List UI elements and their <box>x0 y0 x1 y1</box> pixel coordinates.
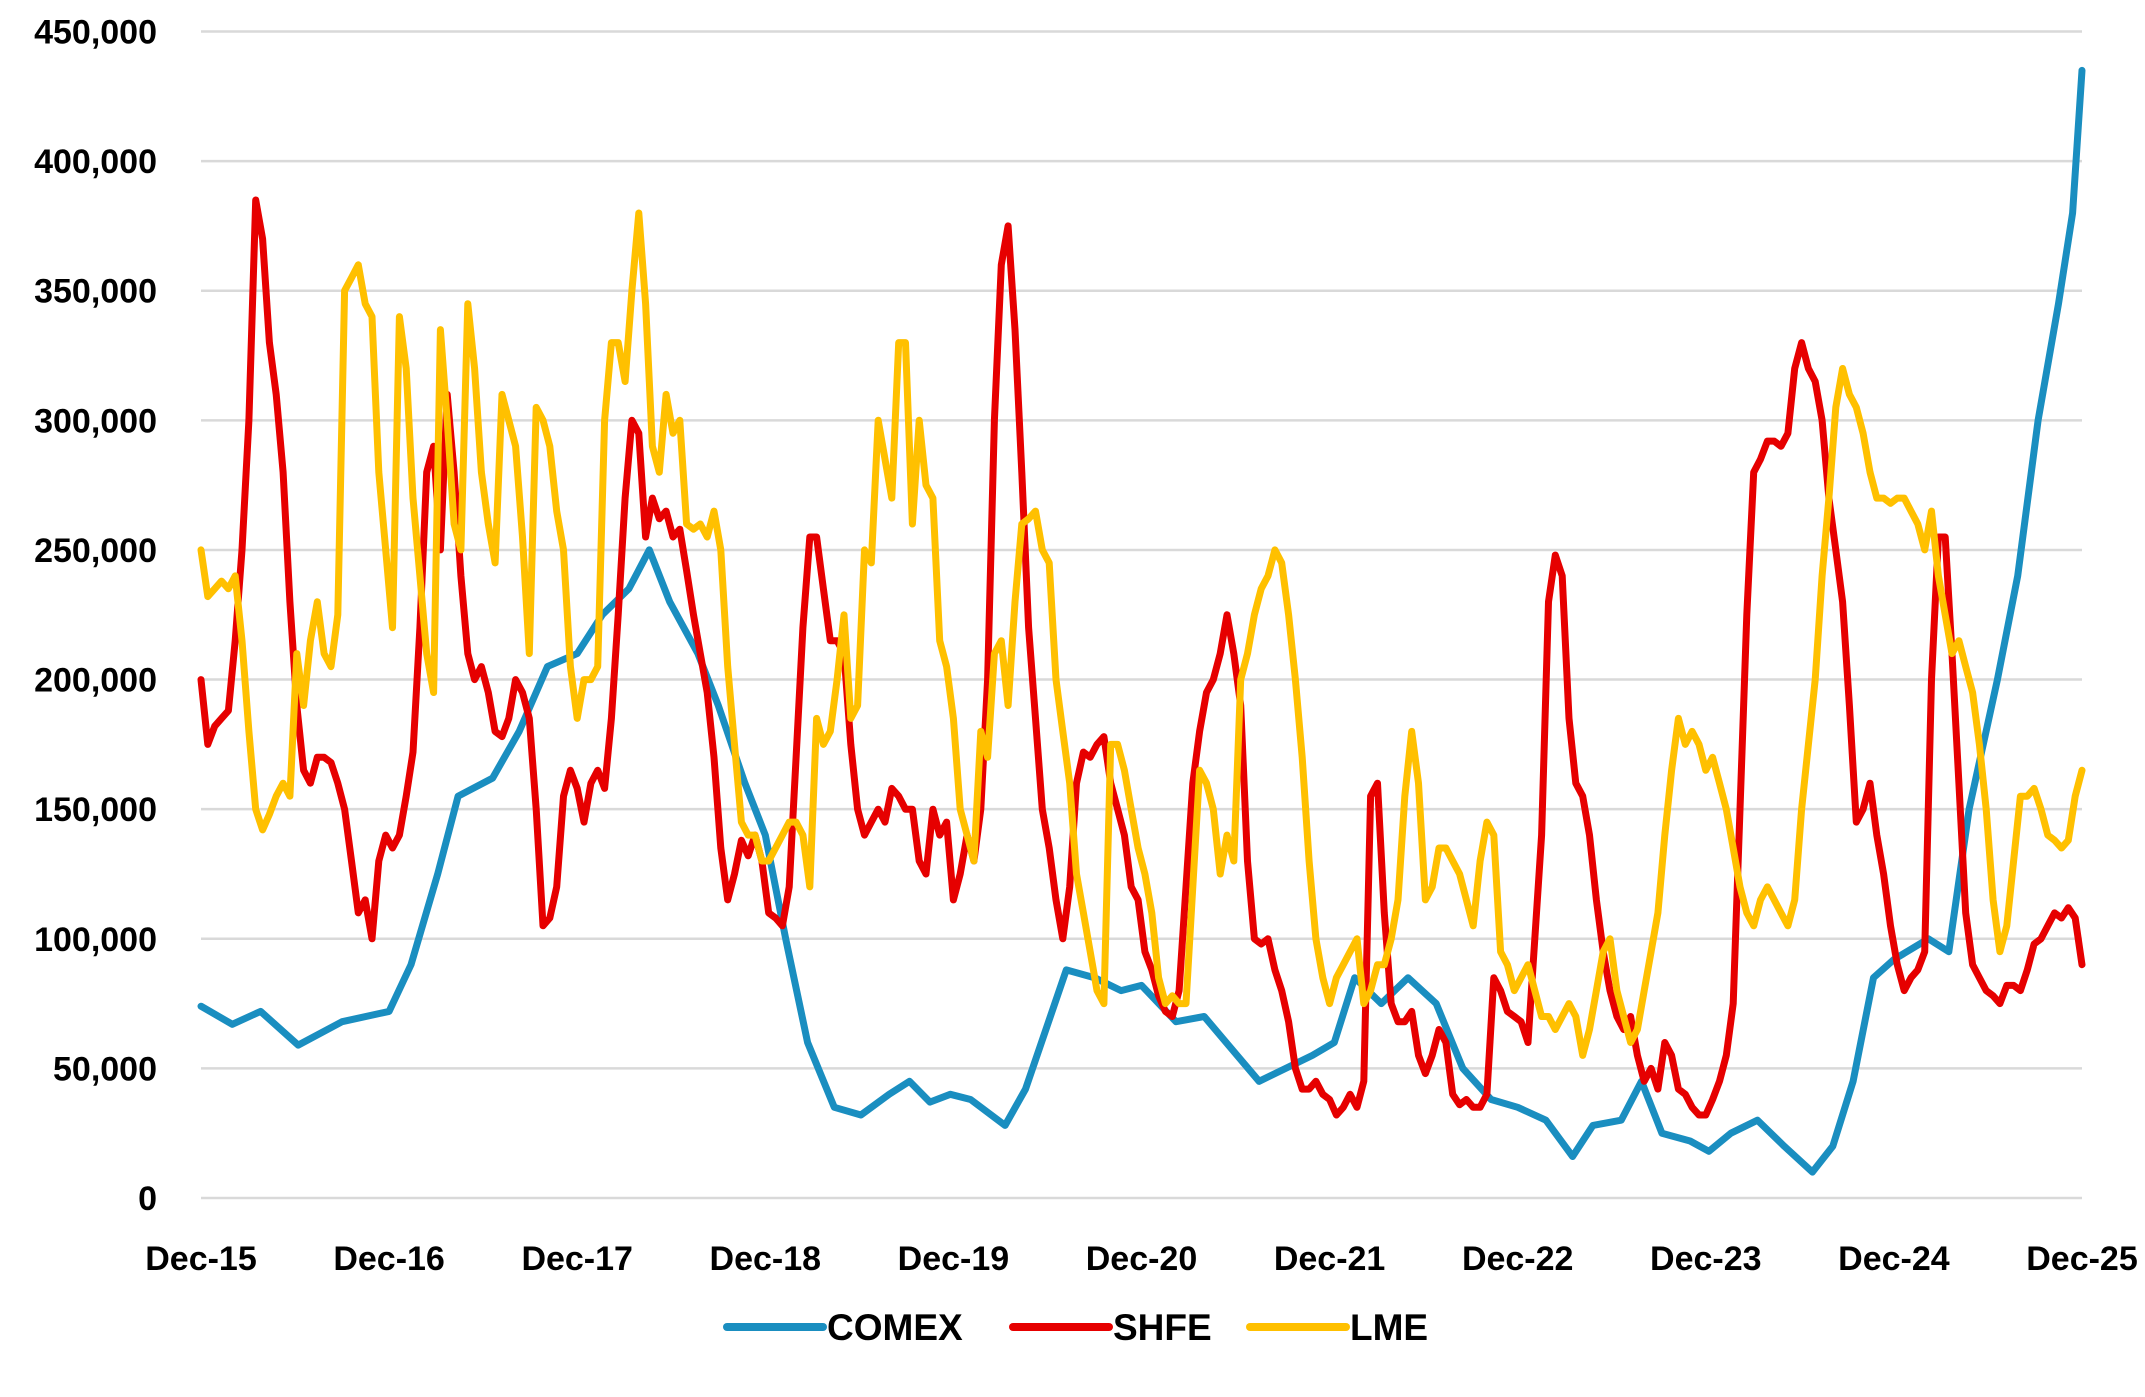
x-tick-label: Dec-18 <box>710 1240 822 1278</box>
series-line-comex <box>197 66 2086 1176</box>
x-tick-label: Dec-15 <box>145 1240 257 1278</box>
x-tick-label: Dec-21 <box>1274 1240 1386 1278</box>
x-tick-label: Dec-16 <box>333 1240 445 1278</box>
y-tick-label: 50,000 <box>53 1050 157 1088</box>
x-tick-label: Dec-25 <box>2026 1240 2138 1278</box>
y-tick-label: 400,000 <box>34 143 157 181</box>
legend: COMEX SHFE LME <box>723 1307 1428 1348</box>
series-line-lme <box>197 209 2086 1059</box>
series-line-shfe <box>197 196 2086 1119</box>
legend-label: LME <box>1350 1307 1428 1348</box>
gridlines <box>201 30 2082 1200</box>
x-tick-label: Dec-20 <box>1086 1240 1198 1278</box>
legend-label: COMEX <box>827 1307 963 1348</box>
y-axis-labels: 0 50,000 100,000 150,000 200,000 250,000 300,0… <box>34 14 157 1219</box>
y-tick-label: 450,000 <box>34 14 157 52</box>
y-tick-label: 250,000 <box>34 532 157 570</box>
x-tick-label: Dec-24 <box>1838 1240 1950 1278</box>
x-axis-labels: Dec-15 Dec-16 Dec-17 Dec-18 Dec-19 Dec-20 Dec-… <box>145 1240 2138 1278</box>
x-tick-label: Dec-23 <box>1650 1240 1762 1278</box>
y-tick-label: 0 <box>138 1180 157 1218</box>
x-tick-label: Dec-22 <box>1462 1240 1574 1278</box>
series-lines <box>197 66 2086 1176</box>
legend-item-comex: COMEX <box>723 1307 963 1348</box>
y-tick-label: 300,000 <box>34 402 157 440</box>
legend-label: SHFE <box>1113 1307 1212 1348</box>
x-tick-label: Dec-17 <box>521 1240 633 1278</box>
x-tick-label: Dec-19 <box>898 1240 1010 1278</box>
y-tick-label: 350,000 <box>34 273 157 311</box>
legend-item-lme: LME <box>1246 1307 1428 1348</box>
legend-item-shfe: SHFE <box>1009 1307 1212 1348</box>
y-tick-label: 100,000 <box>34 921 157 959</box>
y-tick-label: 200,000 <box>34 662 157 700</box>
y-tick-label: 150,000 <box>34 791 157 829</box>
